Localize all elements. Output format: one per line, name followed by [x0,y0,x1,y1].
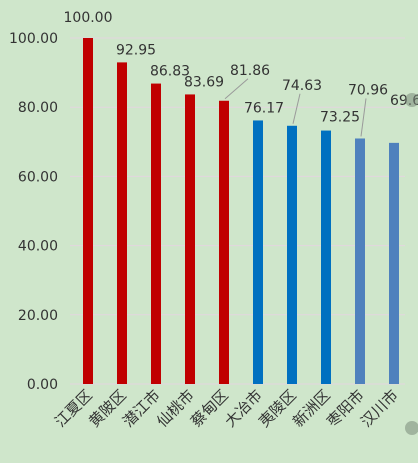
category-label: 潜江市 [119,386,164,431]
resize-handle-right[interactable] [405,93,418,107]
category-label: 蔡甸区 [187,386,232,431]
y-tick-label: 20.00 [18,308,58,324]
bars [83,38,399,385]
data-label: 86.83 [150,64,190,80]
data-label: 76.17 [244,100,284,116]
y-tick-label: 0.00 [27,377,58,393]
category-label: 新洲区 [289,386,334,431]
resize-handle-bottom-right[interactable] [405,421,418,435]
category-label: 黄陂区 [85,386,130,431]
bar [151,83,161,384]
y-tick-label: 60.00 [18,169,58,185]
bar [117,62,127,384]
data-label: 70.96 [348,82,388,98]
bar [287,125,297,384]
category-label: 枣阳市 [323,386,368,431]
y-tick-label: 80.00 [18,100,58,116]
category-label: 仙桃市 [153,386,198,431]
category-label: 夷陵区 [255,386,300,431]
bar [253,120,263,385]
bar [185,94,195,384]
y-tick-label: 40.00 [18,239,58,255]
category-label: 大冶市 [221,386,266,431]
data-label: 73.25 [320,110,360,126]
bar [389,142,399,384]
label-leader-lines [224,78,367,137]
y-axis-tick-labels: 0.00 20.00 40.00 60.00 80.00 100.00 [9,31,58,393]
category-label: 汉川市 [357,386,402,431]
bar [355,138,365,384]
leader-line [224,78,249,100]
leader-line [292,93,301,124]
data-label: 74.63 [282,78,322,94]
data-label: 92.95 [116,42,156,58]
data-label: 81.86 [230,63,270,79]
bar [321,130,331,384]
bar [219,100,229,384]
leader-line [360,98,367,137]
data-label: 100.00 [64,10,113,26]
y-tick-label: 100.00 [9,31,58,47]
data-label: 83.69 [184,74,224,90]
bar [83,38,93,384]
